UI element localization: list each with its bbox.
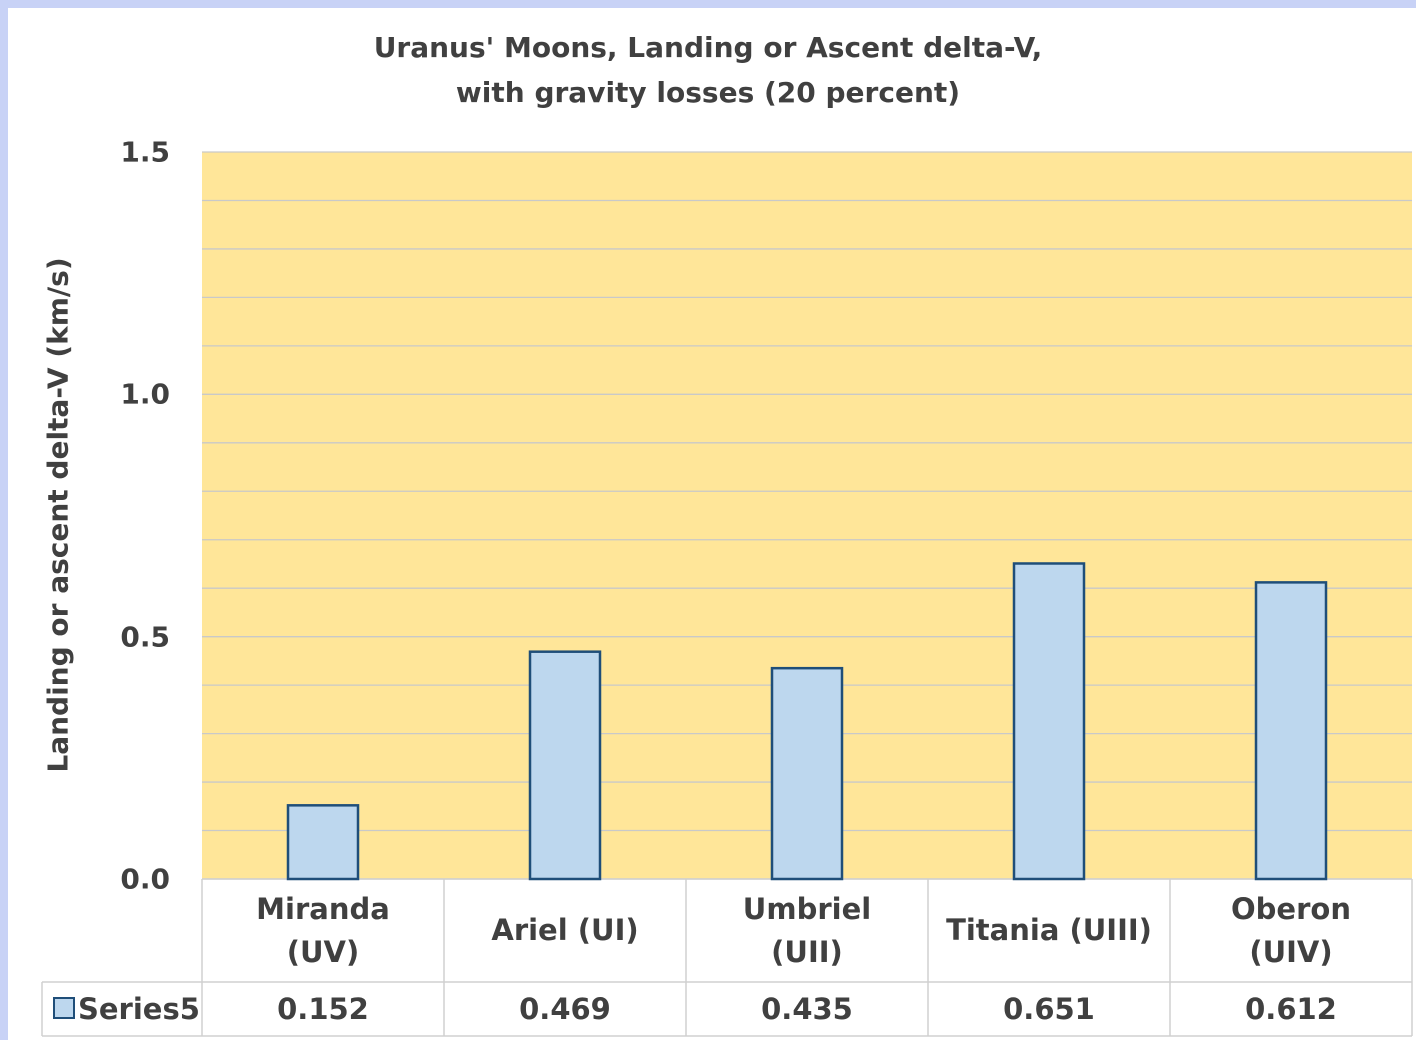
data-table-value: 0.651	[1003, 991, 1095, 1026]
y-tick-label: 0.5	[120, 620, 170, 654]
x-tick-label: Umbriel (UII)	[742, 892, 872, 969]
bar	[770, 666, 844, 881]
bar	[1254, 581, 1328, 881]
y-tick-label: 1.5	[120, 135, 170, 169]
x-tick-label: Miranda (UV)	[256, 892, 390, 969]
data-table-value: 0.152	[277, 991, 369, 1026]
x-tick-label: Oberon (UIV)	[1231, 892, 1351, 969]
data-table-value: 0.435	[761, 991, 853, 1026]
legend-label: Series5	[78, 991, 200, 1026]
y-axis-label: Landing or ascent delta-V (km/s)	[41, 257, 75, 773]
x-tick-label: Titania (UIII)	[946, 913, 1152, 948]
y-tick-label: 0.0	[120, 862, 170, 896]
bar	[1012, 562, 1086, 881]
legend-key	[53, 997, 75, 1019]
data-table-value: 0.469	[519, 991, 611, 1026]
data-table-value: 0.612	[1245, 991, 1337, 1026]
bar	[286, 804, 360, 881]
chart-title: Uranus' Moons, Landing or Ascent delta-V…	[373, 31, 1043, 109]
x-tick-label: Ariel (UI)	[491, 913, 639, 948]
bar	[528, 650, 602, 881]
y-tick-label: 1.0	[120, 377, 170, 411]
